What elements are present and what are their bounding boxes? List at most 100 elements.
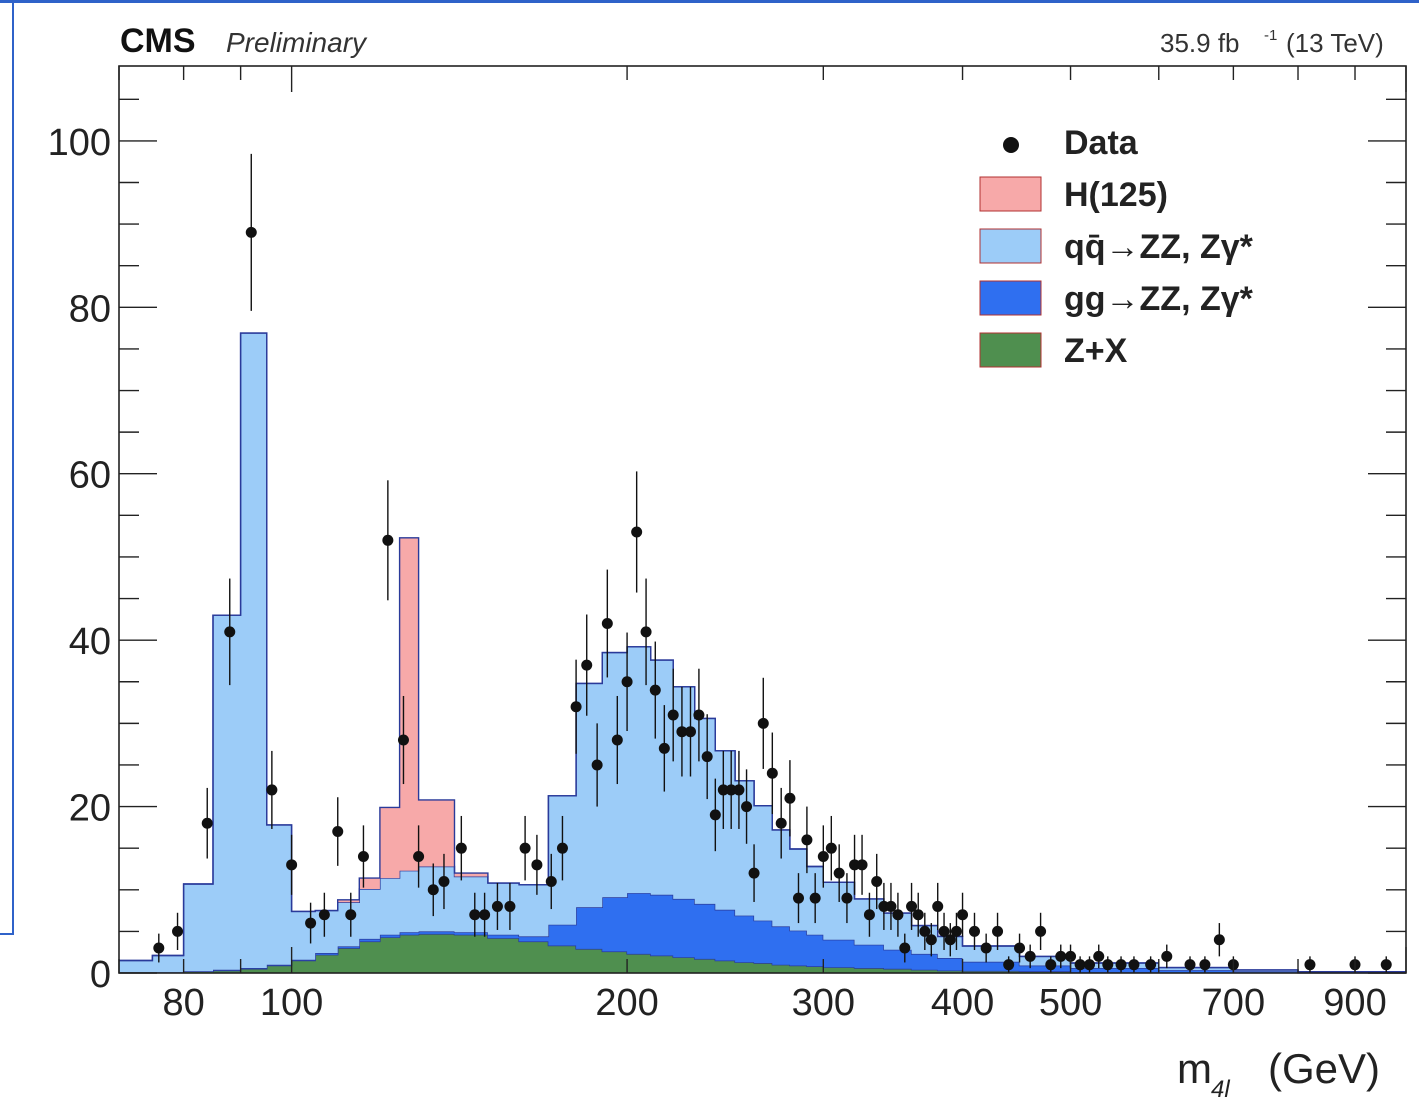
data-point — [841, 873, 853, 924]
data-marker — [631, 526, 643, 538]
data-marker — [717, 784, 729, 796]
data-marker — [570, 701, 582, 713]
data-point — [932, 882, 944, 930]
data-marker — [591, 759, 603, 771]
data-marker — [992, 925, 1004, 937]
data-point — [912, 892, 924, 937]
data-point — [950, 912, 962, 951]
y-tick-label: 80 — [69, 288, 111, 330]
data-point — [556, 815, 568, 881]
data-marker — [469, 909, 481, 921]
data-marker — [438, 875, 450, 887]
data-point — [305, 902, 317, 944]
y-tick-label: 20 — [69, 788, 111, 830]
data-marker — [332, 826, 344, 838]
x-axis-label: m — [1177, 1045, 1212, 1092]
data-marker — [733, 784, 745, 796]
x-axis-label-subscript: 4l — [1211, 1076, 1230, 1101]
data-marker — [601, 618, 613, 630]
data-point — [957, 892, 969, 937]
data-point — [357, 825, 369, 888]
data-marker — [397, 734, 409, 746]
data-marker — [932, 900, 944, 912]
data-marker — [757, 717, 769, 729]
data-marker — [725, 784, 737, 796]
x-tick-label: 400 — [931, 982, 994, 1024]
data-point — [640, 578, 652, 686]
data-marker — [531, 859, 543, 871]
y-tick-label: 60 — [69, 455, 111, 497]
data-marker — [1199, 959, 1211, 971]
data-marker — [318, 909, 330, 921]
data-point — [725, 750, 737, 829]
data-point — [245, 153, 257, 311]
data-marker — [1065, 950, 1077, 962]
data-point — [266, 750, 278, 829]
data-marker — [382, 534, 394, 546]
data-marker — [841, 892, 853, 904]
data-marker — [938, 925, 950, 937]
data-point — [1084, 956, 1096, 973]
data-point — [621, 632, 633, 731]
data-marker — [1161, 950, 1173, 962]
data-marker — [980, 942, 992, 954]
x-tick-label: 80 — [162, 982, 204, 1024]
legend-label: Data — [1064, 124, 1139, 162]
legend-label: Z+X — [1064, 332, 1128, 370]
data-point — [980, 933, 992, 963]
data-marker — [912, 909, 924, 921]
data-point — [1045, 956, 1057, 973]
x-tick-label: 500 — [1039, 982, 1102, 1024]
data-point — [709, 778, 721, 852]
data-marker — [906, 900, 918, 912]
data-marker — [701, 751, 713, 763]
data-marker — [899, 942, 911, 954]
data-marker — [305, 917, 317, 929]
data-point — [792, 873, 804, 924]
data-point — [1024, 944, 1036, 969]
screenshot-frame-top — [0, 0, 1419, 3]
data-point — [833, 844, 845, 902]
data-point — [397, 695, 409, 785]
data-point — [992, 912, 1004, 951]
hist-fill-gg-zz-z — [119, 893, 1406, 973]
data-point — [438, 853, 450, 910]
data-marker — [649, 684, 661, 696]
data-point — [172, 912, 184, 951]
data-marker — [611, 734, 623, 746]
data-point — [825, 815, 837, 881]
y-tick-label: 0 — [90, 954, 111, 996]
x-tick-label: 700 — [1202, 982, 1265, 1024]
data-point — [741, 769, 753, 844]
data-marker — [766, 767, 778, 779]
data-point — [693, 668, 705, 762]
experiment-label: CMS — [120, 22, 196, 60]
data-point — [1304, 956, 1316, 973]
data-point — [863, 892, 875, 937]
data-point — [1161, 944, 1173, 969]
data-marker — [676, 726, 688, 738]
data-point — [892, 892, 904, 937]
data-point — [748, 844, 760, 902]
legend: Data H(125) qq̄→ZZ, Zγ* gg→ZZ, Zγ* Z+X — [979, 124, 1254, 370]
hist-fill-h-125 — [119, 333, 1406, 972]
legend-entry-data: Data — [1003, 124, 1139, 162]
data-marker — [621, 676, 633, 688]
data-point — [611, 695, 623, 785]
data-point — [801, 806, 813, 874]
data-point — [545, 853, 557, 910]
legend-entry-qq-zz-z: qq̄→ZZ, Zγ* — [979, 228, 1254, 266]
legend-label: gg→ZZ, Zγ* — [1064, 280, 1254, 318]
data-marker — [1003, 959, 1015, 971]
data-marker — [784, 792, 796, 804]
data-marker — [825, 842, 837, 854]
data-point — [968, 912, 980, 951]
data-marker — [286, 859, 298, 871]
data-point — [601, 569, 613, 678]
data-marker — [944, 934, 956, 946]
data-marker — [504, 900, 516, 912]
data-point — [871, 853, 883, 910]
data-marker — [658, 742, 670, 754]
data-point — [658, 705, 670, 792]
data-point — [919, 912, 931, 951]
